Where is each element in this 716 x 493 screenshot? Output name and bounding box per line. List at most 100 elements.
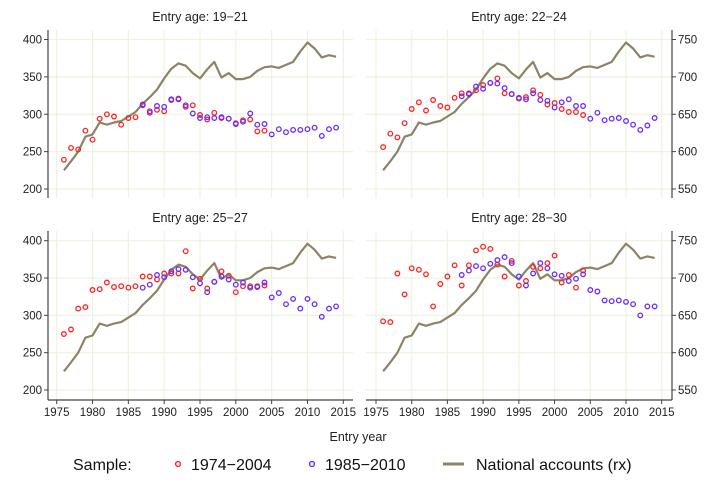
x-tick-label: 2000 (223, 407, 249, 419)
legend-label-1974-2004: 1974−2004 (191, 457, 272, 474)
data-point (311, 124, 318, 131)
data-point (254, 121, 261, 128)
data-point (573, 284, 579, 291)
data-point (275, 290, 282, 296)
data-point (587, 115, 594, 122)
data-point (96, 115, 103, 122)
data-point (211, 115, 218, 121)
data-point (530, 87, 537, 94)
data-point (580, 112, 587, 118)
data-point (501, 90, 508, 97)
data-point (204, 116, 211, 123)
data-point (175, 96, 182, 103)
data-point (501, 273, 508, 280)
data-point (537, 265, 544, 272)
y-tick-label: 350 (23, 72, 42, 84)
y-tick-label: 550 (678, 184, 697, 196)
data-point (189, 274, 196, 281)
panel-title: Entry age: 25−27 (152, 211, 248, 225)
data-point (204, 285, 211, 292)
data-point (465, 91, 472, 98)
data-point (283, 301, 289, 308)
data-point (232, 121, 239, 127)
data-point (182, 266, 189, 273)
legend: Sample: 1974−2004 1985−2010 National acc… (73, 457, 632, 474)
data-point (515, 94, 522, 101)
y-tick-label: 350 (23, 273, 42, 285)
series-1985-2010 (139, 96, 340, 139)
data-point (290, 126, 297, 133)
x-axis-title: Entry year (330, 430, 387, 444)
data-point (487, 79, 494, 86)
data-point (146, 108, 153, 115)
data-point (437, 103, 444, 109)
data-point (240, 118, 246, 125)
data-point (118, 283, 125, 290)
data-point (380, 318, 387, 325)
data-point (401, 291, 408, 298)
data-point (508, 91, 515, 98)
data-point (501, 85, 508, 92)
data-point (394, 134, 401, 141)
data-point (247, 284, 254, 291)
x-tick-label: 1995 (187, 407, 213, 419)
data-point (275, 126, 282, 133)
data-point (437, 281, 444, 287)
data-point (551, 271, 558, 278)
data-point (494, 257, 501, 264)
data-point (380, 144, 387, 151)
data-point (480, 243, 487, 250)
x-tick-label: 2005 (577, 407, 603, 419)
data-point (544, 97, 551, 104)
x-tick-label: 2005 (259, 407, 285, 419)
y-tick-label: 600 (678, 348, 697, 360)
y-tick-label: 650 (678, 310, 697, 322)
series-1985-2010 (458, 254, 658, 319)
data-point (651, 303, 658, 310)
data-point (96, 286, 103, 293)
x-tick-label: 1990 (151, 407, 177, 419)
data-point (182, 248, 189, 255)
data-point (204, 114, 211, 121)
data-point (161, 274, 168, 281)
data-point (615, 115, 622, 121)
data-point (297, 305, 304, 312)
data-point (304, 295, 311, 302)
data-point (651, 115, 658, 121)
data-point (118, 121, 125, 128)
data-point (154, 103, 160, 109)
data-point (487, 260, 494, 267)
data-point (311, 301, 318, 308)
data-point (458, 93, 465, 100)
data-point (480, 82, 487, 89)
data-point (326, 305, 332, 312)
data-point (594, 109, 601, 116)
data-point (501, 254, 508, 261)
panel-3: Entry age: 25−27 200 250 300 350 400 1975 1980 1… (23, 211, 356, 419)
data-point (326, 126, 332, 133)
data-point (594, 288, 601, 295)
data-point (415, 266, 422, 273)
data-point (408, 106, 415, 112)
data-point (530, 90, 537, 97)
x-tick-label: 1985 (435, 407, 461, 419)
national-accounts-line (63, 242, 337, 372)
y-tick-label: 650 (678, 109, 697, 121)
data-point (451, 94, 458, 101)
data-point (168, 270, 175, 277)
data-point (465, 267, 472, 274)
data-point (247, 116, 254, 123)
data-point (573, 103, 579, 109)
data-point (261, 121, 268, 127)
data-point (240, 279, 246, 286)
y-tick-label: 400 (23, 35, 42, 47)
data-point (465, 262, 472, 269)
data-point (225, 272, 232, 279)
data-point (68, 326, 74, 333)
x-tick-label: 1995 (506, 407, 532, 419)
y-tick-label: 750 (678, 35, 697, 47)
data-point (558, 106, 565, 112)
legend-marker-1974-2004 (174, 460, 182, 468)
data-point (60, 331, 67, 337)
data-point (430, 97, 437, 103)
